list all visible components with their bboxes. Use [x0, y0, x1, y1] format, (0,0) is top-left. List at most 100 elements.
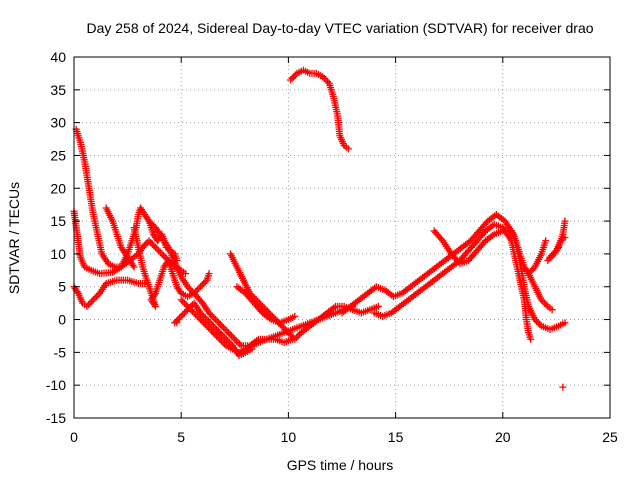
- data-point: [193, 312, 201, 320]
- y-tick-labels: -15 -10 -5 0 5 10 15 20 25 30 35 40: [46, 49, 66, 426]
- data-point: [208, 312, 216, 320]
- plot-frame: [73, 56, 611, 419]
- data-point: [208, 327, 216, 335]
- data-point: [291, 312, 299, 320]
- data-point: [205, 324, 213, 332]
- data-point: [176, 314, 184, 322]
- data-point: [287, 76, 295, 84]
- data-point: [291, 71, 299, 79]
- data-point: [260, 304, 268, 312]
- data-point: [129, 261, 137, 269]
- x-axis-label: GPS time / hours: [287, 457, 394, 473]
- data-point: [83, 302, 91, 310]
- data-point: [148, 240, 156, 248]
- data-point: [201, 314, 209, 322]
- data-point: [205, 317, 213, 325]
- data-point: [195, 314, 203, 322]
- data-point: [150, 291, 158, 299]
- data-point: [196, 309, 204, 317]
- data-point: [91, 294, 99, 302]
- data-point: [201, 278, 209, 286]
- data-point: [262, 306, 270, 314]
- data-point: [155, 247, 163, 255]
- y-tick-label: 40: [50, 49, 66, 65]
- y-tick-label: 10: [50, 246, 66, 262]
- data-point: [221, 340, 229, 348]
- data-point: [210, 314, 218, 322]
- data-point: [208, 320, 216, 328]
- data-point: [291, 335, 299, 343]
- data-point: [542, 301, 550, 309]
- data-point: [192, 311, 200, 319]
- data-point: [86, 299, 94, 307]
- data-point: [222, 335, 230, 343]
- data-point: [211, 324, 219, 332]
- data-point: [151, 243, 159, 251]
- y-tick-label: -15: [46, 410, 66, 426]
- data-point: [190, 309, 198, 317]
- data-point: [205, 309, 213, 317]
- data-point: [294, 332, 302, 340]
- data-point: [215, 319, 223, 327]
- data-point: [284, 329, 292, 337]
- data-point: [220, 324, 228, 332]
- data-point: [203, 316, 211, 324]
- data-point: [224, 329, 232, 337]
- data-point: [231, 335, 239, 343]
- data-point: [213, 317, 221, 325]
- data-point: [187, 302, 195, 310]
- data-point: [542, 237, 550, 245]
- data-point: [288, 74, 296, 82]
- data-point: [206, 325, 214, 333]
- data-point: [196, 283, 204, 291]
- data-point: [216, 320, 224, 328]
- data-point: [197, 297, 205, 305]
- data-point: [526, 268, 534, 276]
- data-point: [248, 345, 256, 353]
- data-point: [140, 242, 148, 250]
- data-point: [200, 312, 208, 320]
- data-point: [232, 337, 240, 345]
- y-tick-label: -10: [46, 377, 66, 393]
- data-point: [147, 238, 155, 246]
- data-point: [236, 340, 244, 348]
- data-point: [203, 322, 211, 330]
- data-point: [216, 329, 224, 337]
- y-tick-label: 0: [58, 312, 66, 328]
- data-point: [549, 250, 557, 258]
- data-point: [209, 322, 217, 330]
- data-point: [213, 325, 221, 333]
- data-point: [548, 306, 556, 314]
- data-point: [88, 297, 96, 305]
- data-point: [212, 316, 220, 324]
- y-tick-label: 5: [58, 279, 66, 295]
- data-point: [142, 240, 150, 248]
- data-point: [288, 332, 296, 340]
- data-point: [322, 76, 330, 84]
- data-point: [200, 279, 208, 287]
- x-tick-label: 25: [602, 429, 618, 445]
- data-point: [527, 335, 535, 343]
- data-point: [226, 330, 234, 338]
- data-point: [319, 73, 327, 81]
- data-point: [344, 145, 352, 153]
- data-point: [198, 281, 206, 289]
- data-point: [525, 270, 533, 278]
- x-tick-label: 0: [70, 429, 78, 445]
- y-tick-label: 15: [50, 213, 66, 229]
- data-point: [93, 293, 101, 301]
- x-tick-label: 15: [388, 429, 404, 445]
- data-point: [219, 332, 227, 340]
- data-point: [219, 339, 227, 347]
- data-point: [182, 301, 190, 309]
- data-point: [206, 319, 214, 327]
- data-point: [185, 284, 193, 292]
- data-point: [173, 319, 181, 327]
- data-point: [185, 304, 193, 312]
- data-point: [437, 235, 445, 243]
- y-axis-label: SDTVAR / TECUs: [6, 182, 22, 294]
- data-point: [531, 316, 539, 324]
- data-point: [221, 325, 229, 333]
- data-point: [198, 311, 206, 319]
- data-point: [184, 306, 192, 314]
